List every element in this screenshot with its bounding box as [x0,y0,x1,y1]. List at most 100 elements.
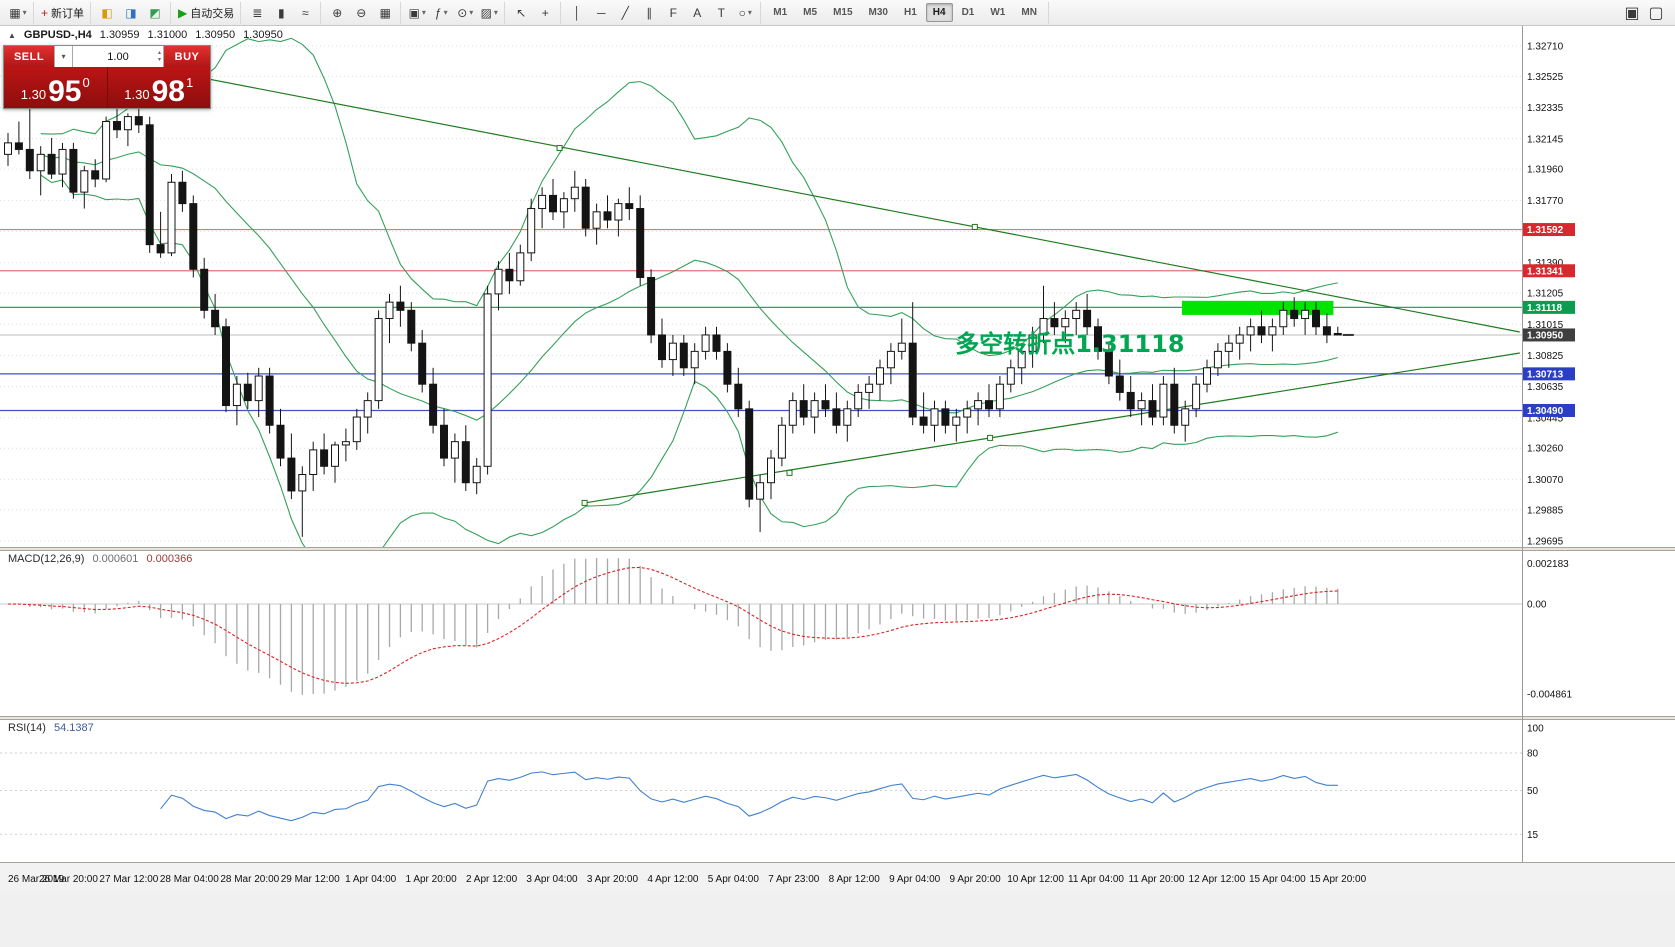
trendline-icon[interactable]: ╱ [613,2,637,24]
channel-icon: ∥ [646,5,653,20]
fullscreen-icon[interactable]: ▣ [1624,4,1640,22]
ask-price[interactable]: 1.30 98 1 [108,67,211,108]
price-tag: 1.30950 [1523,328,1575,342]
toolbar-group: │ ─ ╱ ∥ F A T ○ ▾ [562,1,762,24]
arrange-icon: ▣ [408,5,420,20]
svg-text:1.32335: 1.32335 [1527,103,1564,114]
svg-text:1.30070: 1.30070 [1527,475,1564,486]
volume-input[interactable]: 1.00 ▴ ▾ [72,46,164,67]
zoom-out-icon[interactable]: ⊖ [349,2,373,24]
bar-chart-icon: ≣ [252,5,263,20]
horizontal-lines[interactable] [0,228,1522,412]
trendline-handle[interactable] [971,223,978,230]
templates-icon[interactable]: ▨ ▾ [477,2,501,24]
trendline[interactable] [581,352,1520,506]
price-tag: 1.30713 [1523,367,1575,381]
zoom-in-icon[interactable]: ⊕ [325,2,349,24]
indicators-icon[interactable]: ƒ ▾ [429,2,453,24]
trendline-handle[interactable] [556,144,563,151]
candlestick-icon[interactable]: ▮ [269,2,293,24]
trendline[interactable] [187,74,1520,333]
svg-text:26 Mar 2019: 26 Mar 2019 [8,874,65,885]
macd-label: MACD(12,26,9) [8,553,85,565]
tf-M1[interactable]: M1 [773,7,788,18]
tile-windows-icon[interactable]: ▦ [373,2,397,24]
svg-text:5 Apr 04:00: 5 Apr 04:00 [708,874,760,885]
tf-M5[interactable]: M5 [803,7,818,18]
channel-icon[interactable]: ∥ [637,2,661,24]
volume-down-button[interactable]: ▾ [157,56,161,63]
button-label: 自动交易 [190,7,235,20]
data-window-icon: ◨ [125,5,137,20]
chevron-down-icon: ▾ [747,8,752,17]
vertical-line-icon[interactable]: │ [565,2,589,24]
horizontal-line-icon[interactable]: ─ [589,2,613,24]
buy-button[interactable]: BUY [164,46,210,67]
chart-canvas[interactable]: 1.32710 1.32525 1.32335 1.32145 1.31960 1.317… [0,26,1675,947]
svg-text:1.31770: 1.31770 [1527,196,1564,207]
bid-price[interactable]: 1.30 95 0 [4,67,107,108]
label-icon[interactable]: T [709,2,733,24]
svg-text:26 Mar 20:00: 26 Mar 20:00 [39,874,98,885]
ohlc-open: 1.30959 [99,29,140,41]
svg-text:-0.004861: -0.004861 [1527,689,1572,700]
tf-H1[interactable]: H1 [903,7,917,18]
highlight-zone[interactable] [1181,300,1334,315]
sell-button[interactable]: SELL [4,46,54,67]
periods-icon[interactable]: ⊙ ▾ [453,2,477,24]
tf-M15[interactable]: M15 [833,7,853,18]
chevron-down-icon: ▾ [469,8,474,17]
rsi-panel[interactable] [0,752,1522,835]
toolbar-group: ◧ ◨ ◩ [92,1,172,24]
new-chart-icon[interactable]: ▦ ▾ [6,2,30,24]
templates-icon: ▨ [480,5,492,20]
macd-panel[interactable] [0,558,1522,695]
market-watch-icon[interactable]: ◧ [95,2,119,24]
tf-D1[interactable]: D1 [961,7,975,18]
svg-text:3 Apr 20:00: 3 Apr 20:00 [587,874,639,885]
indicators-icon: ƒ [434,5,442,20]
line-chart-icon[interactable]: ≈ [293,2,317,24]
new-window-icon[interactable]: ▢ [1648,4,1664,22]
main-chart-layer[interactable]: 多空转折点1.31118 [4,37,1520,575]
cursor-icon: ↖ [516,5,527,20]
trendline-handle[interactable] [786,469,793,476]
navigator-icon[interactable]: ◩ [143,2,167,24]
tf-H4[interactable]: H4 [925,3,953,22]
chevron-down-icon: ▾ [22,8,27,17]
new-order-button[interactable]: + 新订单 [38,2,87,24]
svg-text:1.30490: 1.30490 [1527,406,1564,417]
zoom-out-icon: ⊖ [356,5,367,20]
navigator-icon: ◩ [149,5,161,20]
crosshair-icon[interactable]: + [533,2,557,24]
trendline-handle[interactable] [581,499,588,506]
line-chart-icon: ≈ [301,5,309,20]
shapes-icon[interactable]: ○ ▾ [733,2,757,24]
autotrading-icon: ▶ [178,5,188,20]
svg-text:0.00: 0.00 [1527,600,1547,611]
volume-up-button[interactable]: ▴ [157,49,161,56]
svg-text:12 Apr 12:00: 12 Apr 12:00 [1189,874,1246,885]
toolbar: ▦ ▾ + 新订单 ◧ ◨ ◩ ▶ 自动交易 ≣ ▮ ≈ ⊕ ⊖ ▦ ▣ ▾ ƒ ▾ ⊙ ▾ ▨ ▾ ↖ + │ ─ ╱ ∥ F A T ○ ▾ M… [0,0,1675,26]
market-watch-icon: ◧ [101,5,113,20]
tf-W1[interactable]: W1 [990,7,1006,18]
toolbar-left: ▦ ▾ + 新订单 ◧ ◨ ◩ ▶ 自动交易 ≣ ▮ ≈ ⊕ ⊖ ▦ ▣ ▾ ƒ ▾ ⊙ ▾ ▨ ▾ ↖ + │ ─ ╱ ∥ F A T ○ ▾ M… [3,0,1050,25]
tf-M30[interactable]: M30 [868,7,888,18]
bar-chart-icon[interactable]: ≣ [245,2,269,24]
order-settings-dropdown[interactable]: ▾ [54,46,72,67]
cursor-icon[interactable]: ↖ [509,2,533,24]
fibonacci-icon[interactable]: F [661,2,685,24]
svg-text:29 Mar 12:00: 29 Mar 12:00 [281,874,340,885]
macd-header: MACD(12,26,9) 0.000601 0.000366 [8,553,197,565]
svg-text:1 Apr 20:00: 1 Apr 20:00 [406,874,458,885]
tf-MN[interactable]: MN [1021,7,1037,18]
autotrading-button[interactable]: ▶ 自动交易 [175,2,237,24]
candlestick-icon: ▮ [277,5,285,20]
text-icon[interactable]: A [685,2,709,24]
arrange-icon[interactable]: ▣ ▾ [405,2,429,24]
one-click-trading-widget: SELL ▾ 1.00 ▴ ▾ BUY 1.30 95 0 1.30 98 1 [3,45,211,109]
trendline-handle[interactable] [987,434,994,441]
svg-text:50: 50 [1527,786,1539,797]
svg-text:多空转折点1.31118: 多空转折点1.31118 [955,330,1184,358]
data-window-icon[interactable]: ◨ [119,2,143,24]
